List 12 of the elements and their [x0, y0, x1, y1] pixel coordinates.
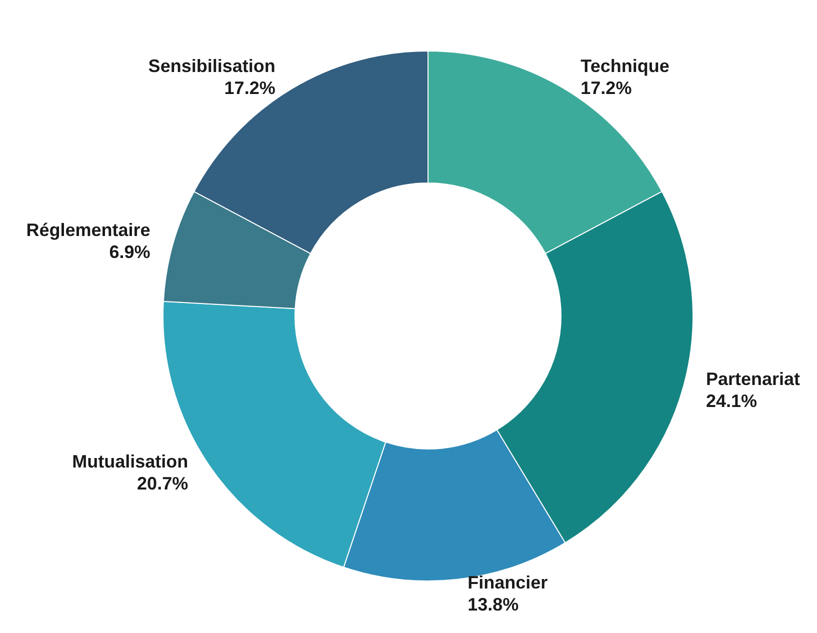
- data-label: 24.1%: [706, 391, 758, 412]
- slice-label: Réglementaire: [26, 220, 150, 240]
- data-label: 13.8%: [468, 594, 519, 614]
- data-label: 17.2%: [224, 78, 276, 98]
- data-label: 6.9%: [109, 242, 150, 262]
- data-label: 20.7%: [137, 474, 188, 494]
- slice-label: Technique: [580, 56, 670, 76]
- data-label: 17.2%: [580, 78, 632, 98]
- slice-label: Partenariat: [706, 369, 800, 390]
- slice-label: Sensibilisation: [148, 56, 276, 76]
- slice-label: Mutualisation: [72, 452, 188, 472]
- slice-label: Financier: [468, 572, 548, 592]
